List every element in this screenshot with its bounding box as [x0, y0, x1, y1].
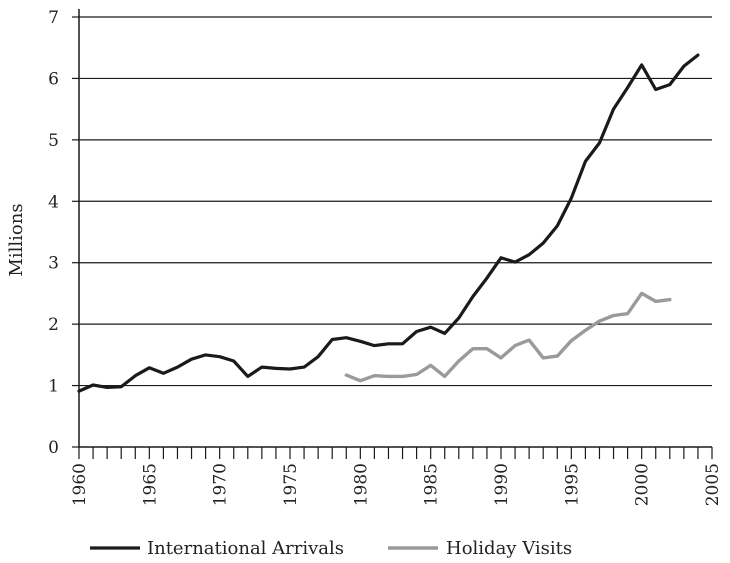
x-tick-label: 1970 — [211, 463, 231, 506]
x-tick-label: 2000 — [633, 463, 653, 506]
y-tick-label: 6 — [48, 69, 59, 89]
x-tick-label: 1990 — [492, 463, 512, 506]
y-axis-title: Millions — [6, 203, 27, 276]
legend-label-holiday-visits: Holiday Visits — [446, 538, 572, 559]
x-tick-label: 1965 — [140, 463, 160, 506]
y-tick-label: 0 — [48, 438, 59, 458]
series-line-holiday-visits — [344, 291, 672, 383]
y-tick-label: 2 — [48, 315, 59, 335]
axes — [78, 9, 712, 448]
x-tick-label: 1985 — [422, 463, 442, 506]
series-lines — [77, 53, 700, 393]
gridlines — [79, 16, 712, 387]
y-axis-ticks: 0 1 2 3 4 5 6 7 — [48, 8, 79, 458]
x-tick-label: 1960 — [70, 463, 90, 506]
y-tick-label: 7 — [48, 8, 59, 28]
legend: International Arrivals Holiday Visits — [90, 538, 572, 559]
x-tick-label: 2005 — [703, 463, 723, 506]
y-tick-label: 3 — [48, 254, 59, 274]
legend-label-international-arrivals: International Arrivals — [147, 538, 344, 559]
x-tick-label: 1980 — [351, 463, 371, 506]
y-tick-label: 1 — [48, 377, 59, 397]
y-tick-label: 4 — [48, 192, 59, 212]
x-tick-label: 1975 — [281, 463, 301, 506]
x-tick-label: 1995 — [562, 463, 582, 506]
x-axis-ticks: 1960 1965 1970 1975 1980 1985 1990 1995 2000 2005 — [70, 447, 723, 506]
y-tick-label: 5 — [48, 131, 59, 151]
series-line-international-arrivals — [77, 53, 700, 393]
